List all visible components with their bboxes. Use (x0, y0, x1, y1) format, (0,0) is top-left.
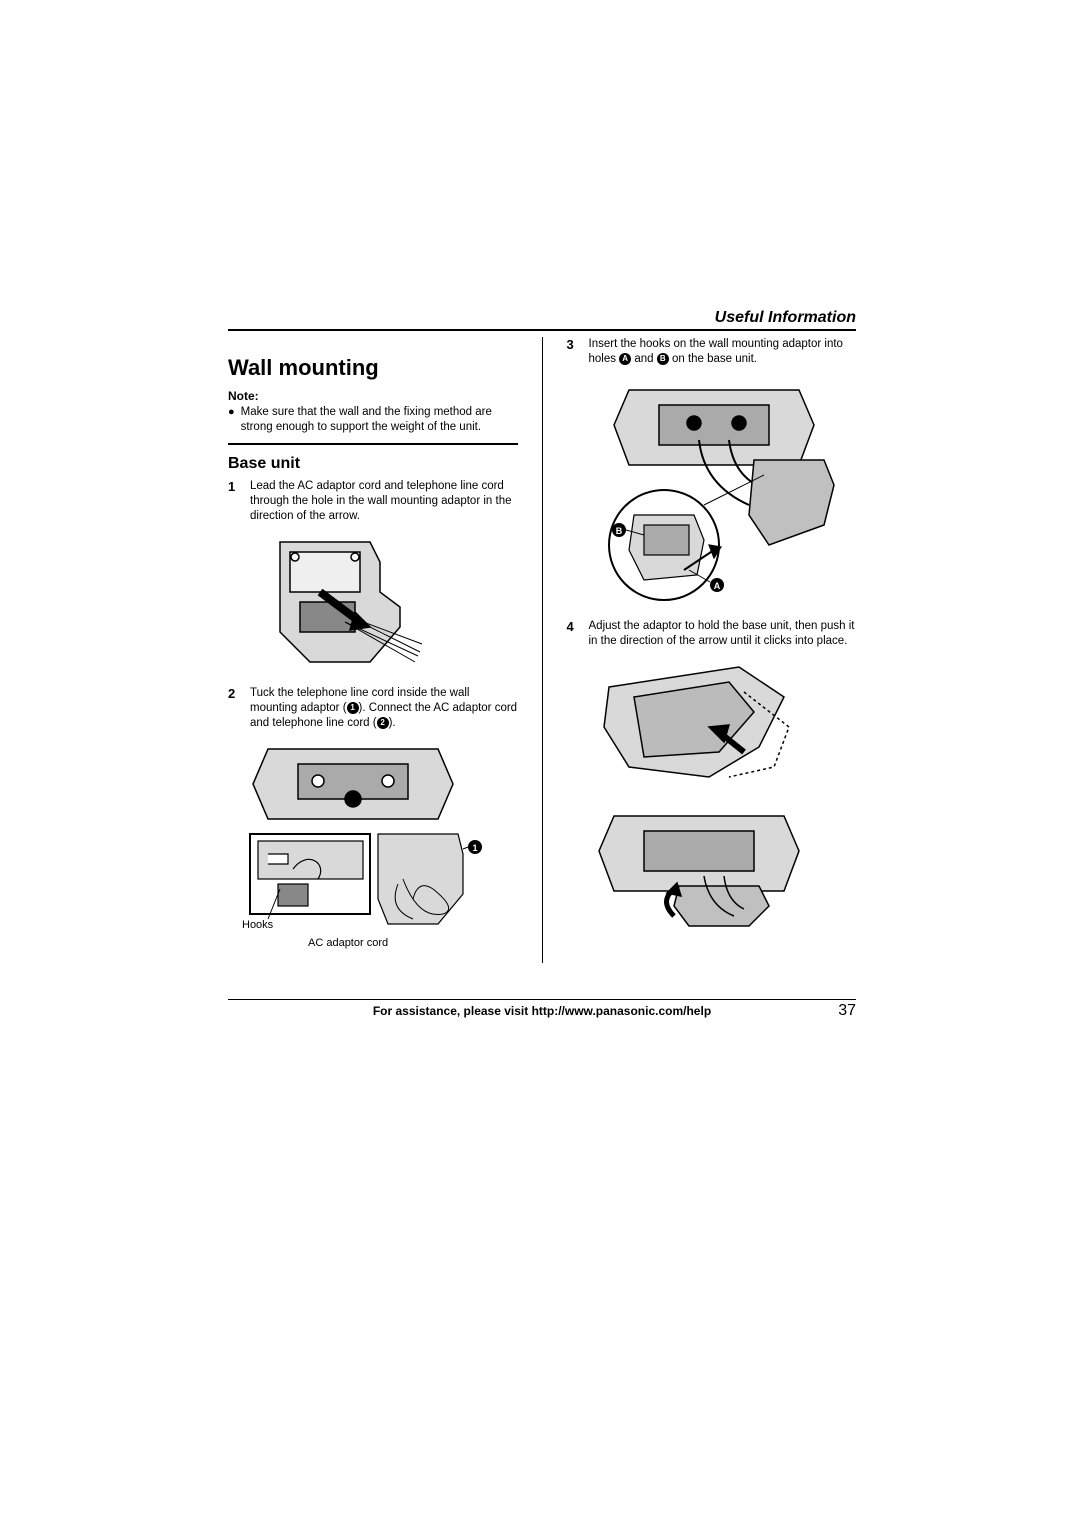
callout-1-icon: 1 (347, 702, 359, 714)
diagram-step4a (589, 657, 857, 787)
note-text: Make sure that the wall and the fixing m… (241, 405, 518, 435)
step-text: Tuck the telephone line cord inside the … (250, 686, 518, 731)
section-title: Useful Information (715, 309, 856, 326)
note-label: Note: (228, 389, 518, 403)
column-divider (542, 337, 543, 963)
svg-text:2: 2 (350, 795, 355, 805)
ac-cord-label: AC adaptor cord (308, 937, 518, 949)
bullet-icon: ● (228, 405, 235, 435)
step-number: 4 (567, 619, 589, 649)
step-4: 4 Adjust the adaptor to hold the base un… (567, 619, 857, 649)
step-1: 1 Lead the AC adaptor cord and telephone… (228, 479, 518, 524)
step-number: 1 (228, 479, 250, 524)
callout-a-icon: A (619, 353, 631, 365)
svg-text:1: 1 (472, 843, 477, 853)
page-footer: For assistance, please visit http://www.… (228, 999, 856, 1018)
step-2: 2 Tuck the telephone line cord inside th… (228, 686, 518, 731)
step-3: 3 Insert the hooks on the wall mounting … (567, 337, 857, 367)
diagram-step2: 2 (238, 739, 518, 949)
step-text: Adjust the adaptor to hold the base unit… (589, 619, 857, 649)
two-column-layout: Wall mounting Note: ● Make sure that the… (228, 337, 856, 963)
svg-text:B: B (735, 419, 742, 429)
callout-b-icon: B (657, 353, 669, 365)
step-number: 2 (228, 686, 250, 731)
sub-title: Base unit (228, 455, 518, 473)
svg-text:B: B (615, 526, 622, 536)
right-column: 3 Insert the hooks on the wall mounting … (567, 337, 857, 963)
hooks-label: Hooks (242, 919, 518, 931)
left-column: Wall mounting Note: ● Make sure that the… (228, 337, 518, 963)
main-title: Wall mounting (228, 355, 518, 381)
svg-text:A: A (713, 581, 720, 591)
page-number: 37 (838, 1002, 856, 1020)
diagram-step4b (589, 801, 857, 931)
section-header: Useful Information (228, 309, 856, 331)
callout-2-icon: 2 (377, 717, 389, 729)
svg-text:A: A (690, 419, 697, 429)
diagram-step3: A B (589, 375, 857, 605)
step-text: Lead the AC adaptor cord and telephone l… (250, 479, 518, 524)
page-content: Useful Information Wall mounting Note: ●… (228, 309, 856, 1015)
diagram-step1 (250, 532, 518, 672)
footer-text: For assistance, please visit http://www.… (373, 1004, 711, 1018)
note-bullet: ● Make sure that the wall and the fixing… (228, 405, 518, 445)
step-text: Insert the hooks on the wall mounting ad… (589, 337, 857, 367)
step-number: 3 (567, 337, 589, 367)
